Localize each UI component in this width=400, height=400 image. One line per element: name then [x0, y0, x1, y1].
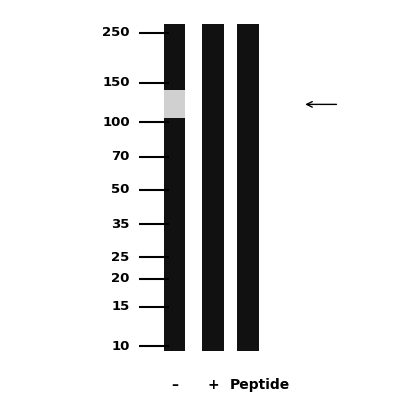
Bar: [164, 24, 185, 90]
Text: 35: 35: [111, 218, 130, 231]
Bar: [237, 24, 259, 351]
Text: 10: 10: [111, 340, 130, 353]
Text: –: –: [171, 378, 178, 392]
Bar: [202, 24, 224, 351]
Text: +: +: [207, 378, 219, 392]
Text: 250: 250: [102, 26, 130, 40]
Text: 20: 20: [111, 272, 130, 285]
Text: 25: 25: [112, 250, 130, 264]
Text: 50: 50: [111, 183, 130, 196]
Bar: [164, 90, 185, 118]
Text: Peptide: Peptide: [230, 378, 290, 392]
Bar: [164, 118, 185, 351]
Text: 70: 70: [111, 150, 130, 163]
Text: 15: 15: [112, 300, 130, 313]
Text: 100: 100: [102, 116, 130, 129]
Text: 150: 150: [102, 76, 130, 89]
